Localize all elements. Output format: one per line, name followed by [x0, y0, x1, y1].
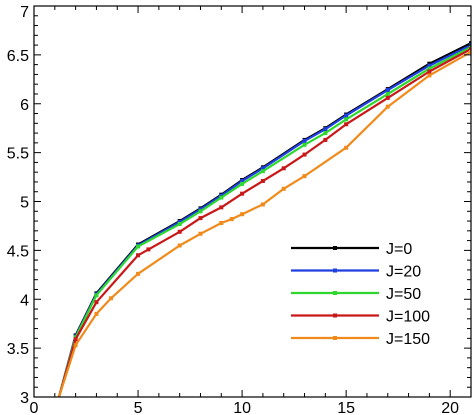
data-point [427, 73, 432, 78]
data-point [136, 271, 141, 276]
legend-item-3: J=50 [291, 286, 421, 303]
y-tick-label: 4.5 [7, 243, 29, 260]
legend-marker [333, 313, 337, 318]
data-point [385, 91, 390, 96]
data-point [469, 49, 471, 54]
y-tick-label: 5 [20, 195, 29, 212]
data-point [108, 296, 113, 301]
data-point [219, 205, 224, 210]
data-point [427, 69, 432, 74]
data-point [385, 104, 390, 109]
y-tick-label: 3.5 [7, 341, 29, 358]
data-point [323, 131, 328, 136]
y-tick-label: 5.5 [7, 146, 29, 163]
legend-marker [333, 336, 337, 340]
data-point [240, 191, 245, 196]
data-point [260, 178, 265, 183]
data-point [219, 221, 224, 226]
data-point [260, 202, 265, 207]
data-point [344, 113, 349, 118]
x-tick-label: 0 [30, 400, 39, 415]
data-point [73, 337, 78, 342]
legend-label: J=100 [386, 309, 430, 326]
data-point [302, 142, 307, 147]
data-point [260, 169, 265, 174]
x-tick-label: 10 [233, 400, 251, 415]
data-point [177, 229, 182, 234]
data-point [385, 88, 390, 93]
legend-marker [333, 291, 337, 295]
series-layer [57, 41, 471, 397]
data-point [344, 145, 349, 150]
data-point [385, 95, 390, 100]
data-point [94, 300, 99, 305]
data-point [229, 217, 234, 222]
data-point [240, 212, 245, 217]
data-point [198, 216, 203, 221]
legend-marker [333, 246, 337, 250]
data-point [94, 293, 99, 298]
legend-item-1: J=0 [291, 241, 412, 258]
data-point [344, 117, 349, 122]
data-point [240, 181, 245, 186]
data-point [281, 186, 286, 191]
legend-label: J=20 [386, 264, 421, 281]
data-point [136, 253, 141, 258]
legend: J=0 J=20 J=50 J=100 J=150 [291, 241, 430, 348]
data-point [469, 47, 471, 52]
series-5 [57, 49, 471, 397]
y-tick-label: 6 [20, 97, 29, 114]
data-point [177, 221, 182, 226]
x-tick-label: 15 [337, 400, 355, 415]
data-point [281, 166, 286, 171]
data-point [73, 343, 78, 348]
data-point [323, 127, 328, 132]
legend-item-4: J=100 [291, 309, 430, 326]
data-point [302, 174, 307, 179]
data-point [323, 137, 328, 142]
data-point [260, 166, 265, 171]
x-tick-label: 5 [134, 400, 143, 415]
x-tick-label: 20 [441, 400, 459, 415]
data-point [198, 209, 203, 214]
data-point [302, 152, 307, 157]
data-point [198, 231, 203, 236]
y-tick-label: 4 [20, 292, 29, 309]
y-tick-label: 7 [20, 4, 29, 21]
data-point [427, 66, 432, 71]
data-point [240, 178, 245, 183]
data-point [344, 122, 349, 127]
legend-label: J=0 [386, 241, 412, 258]
legend-item-2: J=20 [291, 264, 421, 281]
y-tick-label: 3 [20, 390, 29, 407]
series-4 [57, 47, 471, 397]
y-tick-label: 6.5 [7, 48, 29, 65]
data-point [302, 138, 307, 143]
data-point [94, 311, 99, 316]
legend-label: J=150 [386, 331, 430, 348]
legend-label: J=50 [386, 286, 421, 303]
data-point [136, 244, 141, 249]
data-point [219, 195, 224, 200]
legend-item-5: J=150 [291, 331, 430, 348]
legend-marker [333, 268, 337, 273]
data-point [146, 247, 151, 252]
data-point [427, 63, 432, 68]
axes-layer: 0 5 10 15 20 3 3.5 4 4.5 5 5.5 6 6.5 7 [7, 4, 472, 415]
data-point [177, 243, 182, 248]
